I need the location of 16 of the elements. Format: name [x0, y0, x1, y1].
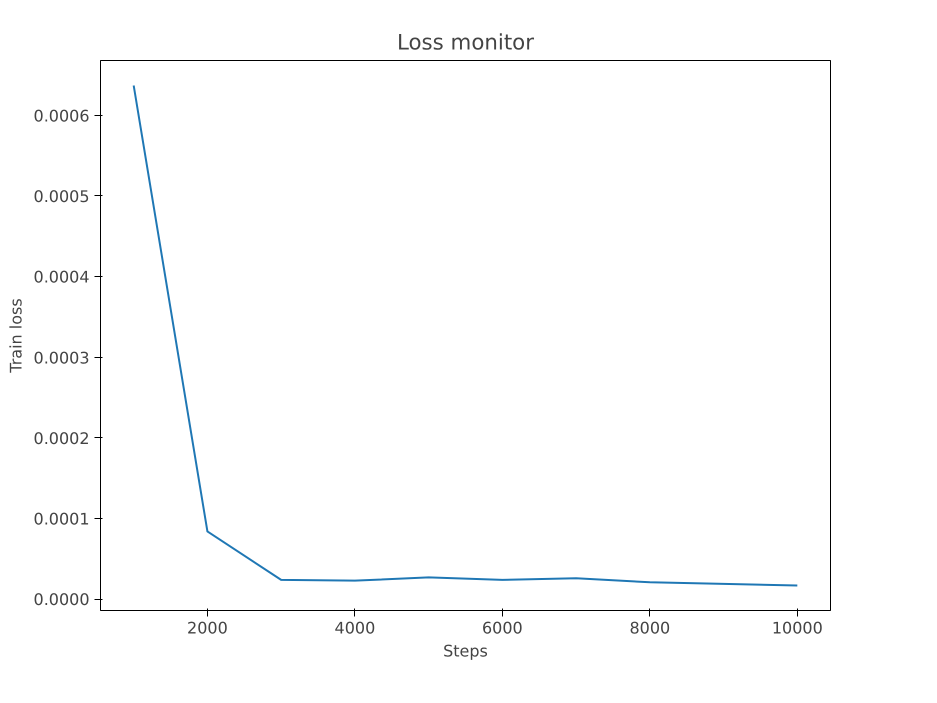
y-tick-label: 0.0002: [34, 428, 90, 448]
y-tick-label: 0.0006: [34, 106, 90, 126]
chart-title: Loss monitor: [396, 30, 534, 56]
y-axis-title: Train loss: [6, 298, 26, 374]
y-tick-label: 0.0003: [34, 348, 90, 368]
x-tick-label: 4000: [334, 618, 376, 638]
line-series: [132, 84, 798, 586]
x-tick-label: 2000: [187, 618, 228, 638]
x-tick-label: 8000: [629, 618, 670, 638]
x-tick-label: 10000: [772, 618, 823, 638]
y-tick-label: 0.0001: [34, 510, 90, 529]
y-tick-label: 0.0000: [34, 590, 90, 610]
x-axis-title: Steps: [443, 642, 488, 660]
y-tick-label: 0.0004: [34, 268, 90, 287]
x-tick-label: 6000: [482, 618, 523, 638]
y-tick-label: 0.0005: [34, 186, 90, 206]
